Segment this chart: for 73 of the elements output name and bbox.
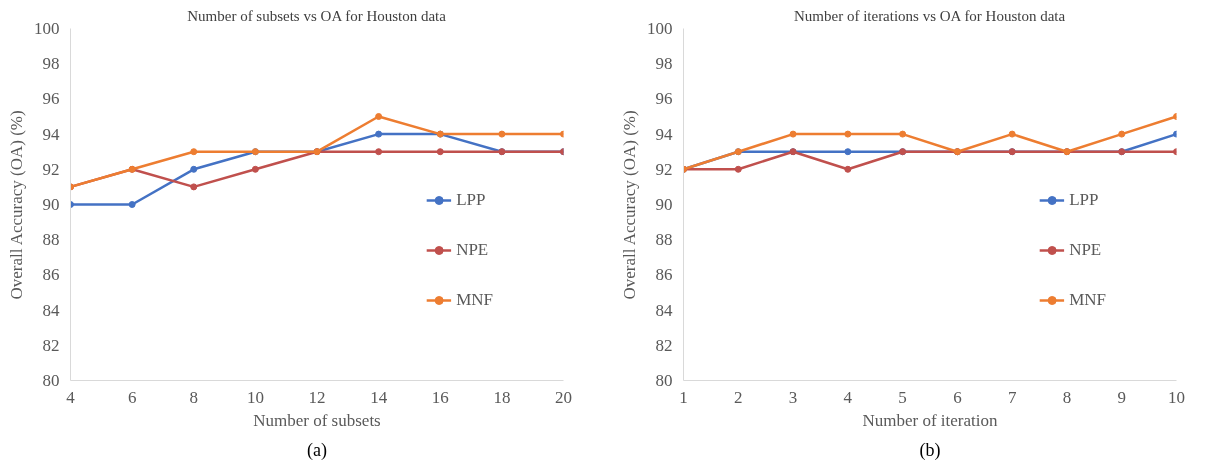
- y-tick-label: 88: [42, 230, 60, 250]
- y-tick-label: 80: [42, 371, 60, 390]
- y-tick-label: 100: [647, 19, 673, 38]
- x-tick-label: 20: [555, 387, 572, 407]
- point: [734, 165, 742, 173]
- y-tick-label: 90: [655, 195, 673, 214]
- y-axis-title: Overall Accuracy (OA) (%): [7, 110, 26, 300]
- x-tick-label: 9: [1117, 387, 1126, 407]
- x-tick-label: 6: [953, 387, 962, 407]
- y-tick-label: 86: [655, 265, 673, 285]
- y-tick-label: 94: [42, 124, 60, 144]
- y-tick-label: 86: [42, 265, 60, 285]
- legend-label: LPP: [456, 190, 486, 210]
- point: [190, 165, 198, 173]
- point: [251, 165, 259, 173]
- point: [844, 130, 852, 138]
- point: [844, 148, 852, 156]
- x-tick-label: 18: [493, 387, 511, 407]
- point: [844, 165, 852, 173]
- x-axis-title: Number of iteration: [862, 410, 999, 430]
- text: (a): [307, 439, 327, 461]
- point: [1118, 130, 1126, 138]
- x-tick-label: 5: [898, 387, 907, 407]
- y-tick-label: 84: [655, 300, 673, 320]
- y-tick-label: 88: [655, 230, 673, 250]
- x-tick-label: 10: [1168, 387, 1185, 407]
- text: (b): [919, 439, 941, 461]
- y-tick-label: 82: [655, 335, 673, 355]
- point: [190, 183, 198, 191]
- y-tick-label: 92: [655, 159, 673, 179]
- y-tick-label: 96: [42, 89, 60, 109]
- x-axis-title: Number of subsets: [253, 410, 381, 430]
- y-tick-label: 92: [42, 159, 60, 179]
- x-tick-label: 8: [189, 387, 198, 407]
- x-tick-label: 16: [431, 387, 449, 407]
- point: [375, 130, 383, 138]
- point: [899, 130, 907, 138]
- point: [436, 148, 444, 156]
- y-tick-label: 84: [42, 300, 60, 320]
- x-tick-label: 10: [246, 387, 264, 407]
- chart-title: Number of iterations vs OA for Houston data: [793, 7, 1066, 24]
- x-tick-label: 8: [1062, 387, 1072, 407]
- x-tick-label: 12: [308, 387, 326, 407]
- point: [789, 130, 797, 138]
- y-tick-label: 100: [34, 19, 60, 38]
- y-tick-label: 96: [655, 89, 673, 109]
- y-tick-label: 80: [655, 371, 673, 390]
- legend-label: LPP: [1069, 190, 1099, 210]
- x-tick-label: 1: [679, 387, 688, 407]
- y-tick-label: 94: [655, 124, 673, 144]
- legend-label: MNF: [1069, 290, 1106, 310]
- y-tick-label: 82: [42, 335, 60, 355]
- y-tick-label: 98: [655, 54, 673, 74]
- y-tick-label: 98: [42, 54, 60, 74]
- x-tick-label: 6: [127, 387, 137, 407]
- x-tick-label: 4: [843, 387, 853, 407]
- point: [498, 130, 506, 138]
- x-tick-label: 2: [734, 387, 743, 407]
- y-axis-title: Overall Accuracy (OA) (%): [620, 110, 639, 300]
- point: [190, 148, 198, 156]
- point: [128, 201, 136, 208]
- legend-label: NPE: [456, 240, 489, 260]
- legend-label: MNF: [456, 290, 493, 310]
- x-tick-label: 14: [370, 387, 388, 407]
- x-tick-label: 3: [788, 387, 798, 407]
- chart-title: Number of subsets vs OA for Houston data: [187, 7, 447, 24]
- point: [375, 148, 383, 156]
- y-tick-label: 90: [42, 195, 60, 214]
- point: [1008, 130, 1016, 138]
- x-tick-label: 7: [1007, 387, 1017, 407]
- point: [375, 113, 383, 120]
- legend-label: NPE: [1069, 240, 1102, 260]
- x-tick-label: 4: [66, 387, 76, 407]
